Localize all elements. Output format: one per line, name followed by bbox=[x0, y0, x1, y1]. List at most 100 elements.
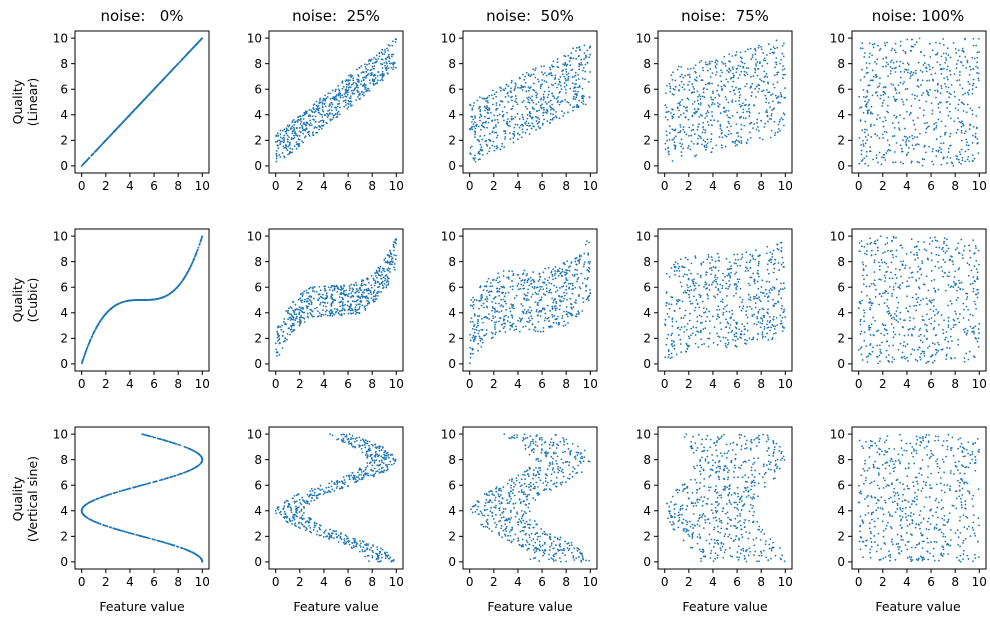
scatter-point bbox=[514, 85, 517, 88]
scatter-point bbox=[358, 66, 361, 69]
scatter-point bbox=[366, 304, 368, 307]
scatter-point bbox=[925, 131, 927, 134]
scatter-point bbox=[553, 305, 556, 308]
scatter-point bbox=[777, 71, 780, 74]
scatter-point bbox=[501, 110, 504, 113]
scatter-point bbox=[521, 89, 524, 91]
scatter-point bbox=[578, 99, 581, 102]
scatter-point bbox=[369, 74, 372, 77]
scatter-point bbox=[394, 268, 396, 271]
scatter-point bbox=[481, 329, 484, 331]
scatter-point bbox=[355, 304, 358, 306]
x-tick-label: 2 bbox=[879, 179, 887, 193]
scatter-point bbox=[710, 98, 713, 101]
scatter-point bbox=[349, 103, 352, 105]
scatter-point bbox=[567, 75, 570, 78]
scatter-point bbox=[691, 103, 694, 105]
scatter-point bbox=[394, 41, 397, 43]
scatter-point bbox=[724, 145, 727, 148]
scatter-point bbox=[286, 134, 289, 137]
scatter-point bbox=[916, 85, 919, 87]
scatter-point bbox=[472, 118, 475, 121]
scatter-point bbox=[192, 46, 195, 49]
scatter-point bbox=[364, 284, 367, 286]
scatter-point bbox=[958, 79, 961, 81]
x-tick-label: 8 bbox=[368, 377, 376, 391]
scatter-point bbox=[331, 289, 334, 292]
scatter-point bbox=[942, 67, 945, 70]
scatter-point bbox=[960, 148, 963, 151]
panel-frame bbox=[268, 30, 404, 174]
scatter-point bbox=[567, 322, 569, 324]
scatter-point bbox=[392, 53, 395, 56]
scatter-point bbox=[286, 333, 289, 335]
x-tick-label: 8 bbox=[951, 179, 959, 193]
scatter-point bbox=[339, 106, 341, 109]
scatter-point bbox=[538, 299, 541, 302]
scatter-point bbox=[680, 151, 683, 153]
scatter-point bbox=[499, 100, 502, 103]
scatter-point bbox=[926, 93, 929, 96]
scatter-point bbox=[99, 319, 102, 322]
scatter-point bbox=[306, 297, 309, 300]
scatter-point bbox=[522, 118, 525, 121]
scatter-point bbox=[490, 319, 493, 322]
scatter-point bbox=[333, 313, 336, 316]
scatter-point bbox=[588, 262, 591, 265]
scatter-point bbox=[357, 75, 360, 78]
scatter-point bbox=[666, 84, 668, 87]
scatter-point bbox=[338, 89, 341, 92]
scatter-point bbox=[959, 84, 961, 86]
scatter-point bbox=[875, 157, 878, 159]
scatter-point bbox=[358, 306, 361, 308]
scatter-point bbox=[958, 161, 961, 164]
scatter-point bbox=[773, 120, 776, 123]
scatter-point bbox=[119, 302, 121, 304]
scatter-point bbox=[711, 111, 713, 113]
scatter-point bbox=[780, 93, 783, 96]
scatter-point bbox=[301, 299, 303, 302]
scatter-point bbox=[472, 123, 475, 126]
scatter-point bbox=[489, 111, 492, 114]
scatter-point bbox=[336, 105, 339, 108]
x-tick-label: 6 bbox=[150, 179, 158, 193]
scatter-point bbox=[477, 152, 480, 155]
scatter-point bbox=[375, 292, 378, 294]
scatter-point bbox=[552, 116, 555, 119]
scatter-point bbox=[551, 313, 554, 316]
scatter-point bbox=[360, 65, 363, 67]
scatter-point bbox=[364, 76, 367, 79]
scatter-point bbox=[876, 86, 879, 89]
scatter-point bbox=[667, 147, 670, 149]
scatter-point bbox=[292, 316, 294, 318]
scatter-point bbox=[327, 286, 330, 289]
scatter-point bbox=[355, 281, 357, 284]
scatter-point bbox=[706, 69, 709, 72]
scatter-point bbox=[910, 50, 913, 52]
scatter-point bbox=[355, 311, 358, 314]
scatter-point bbox=[905, 139, 908, 141]
scatter-point bbox=[476, 322, 479, 325]
scatter-point bbox=[893, 151, 896, 153]
scatter-point bbox=[869, 150, 872, 153]
scatter-point bbox=[506, 120, 509, 123]
scatter-point bbox=[728, 60, 730, 63]
scatter-point bbox=[579, 63, 582, 66]
scatter-point bbox=[530, 295, 533, 298]
scatter-point bbox=[748, 115, 751, 117]
scatter-point bbox=[972, 44, 975, 47]
scatter-point bbox=[912, 45, 915, 48]
scatter-point bbox=[179, 60, 182, 63]
scatter-point bbox=[781, 44, 784, 47]
scatter-point bbox=[967, 80, 970, 83]
scatter-point bbox=[893, 126, 896, 129]
scatter-point bbox=[295, 317, 297, 320]
scatter-point bbox=[757, 46, 760, 49]
scatter-point bbox=[503, 322, 506, 325]
scatter-point bbox=[493, 93, 496, 96]
scatter-point bbox=[360, 289, 362, 292]
scatter-point bbox=[762, 80, 765, 83]
scatter-point bbox=[965, 67, 968, 69]
scatter-point bbox=[532, 271, 535, 273]
